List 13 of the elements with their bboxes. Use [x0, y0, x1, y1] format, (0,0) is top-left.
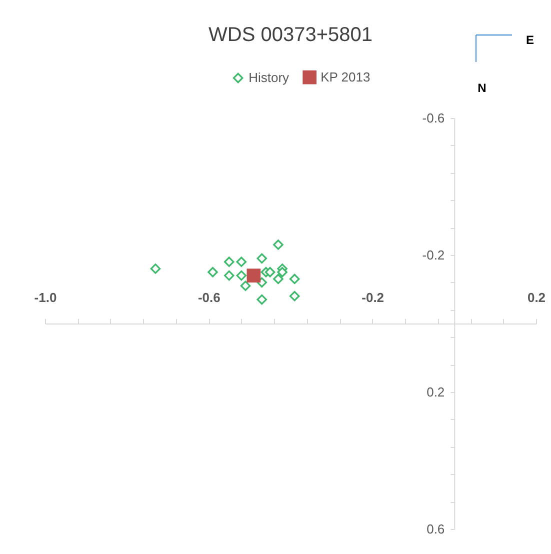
y-tick-label: -0.6 [422, 110, 445, 126]
x-tick-label: -0.2 [362, 290, 384, 305]
y-tick-label: 0.2 [426, 384, 445, 400]
chart-title: WDS 00373+5801 [208, 24, 373, 46]
y-tick-label: 0.6 [426, 522, 445, 536]
x-tick-label: -0.6 [198, 290, 220, 305]
legend-label: KP 2013 [320, 69, 370, 84]
x-tick-label: -1.0 [34, 290, 57, 305]
x-tick-label: 0.2 [527, 290, 546, 305]
text: E [526, 33, 534, 47]
y-tick-label: -0.2 [422, 248, 445, 262]
text: N [478, 81, 486, 95]
legend-label: History [248, 70, 290, 85]
